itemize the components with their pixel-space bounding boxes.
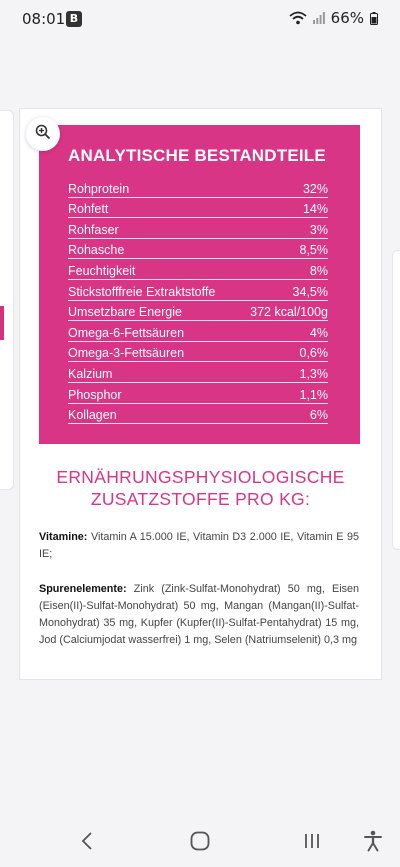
additives-title-line1: ERNÄHRUNGSPHYSIOLOGISCHE <box>56 467 345 487</box>
nutrition-label: Omega-6-Fettsäuren <box>68 325 185 340</box>
home-icon <box>190 831 210 855</box>
back-button[interactable] <box>72 828 102 858</box>
nutrition-row: Kalzium 1,3% <box>68 362 328 383</box>
nutrition-label: Rohasche <box>68 243 125 258</box>
nutrition-label: Umsetzbare Energie <box>68 305 182 320</box>
nutrition-value: 34,5% <box>292 284 328 299</box>
nutrition-row: Rohasche 8,5% <box>68 239 328 260</box>
scroll-hint-divider <box>146 805 246 820</box>
analytical-constituents-title: ANALYTISCHE BESTANDTEILE <box>68 146 326 165</box>
nutrition-value: 4% <box>309 325 328 340</box>
nutrition-value: 0,6% <box>299 346 329 361</box>
nutrition-label: Kalzium <box>68 366 113 381</box>
navigation-bar <box>0 818 400 867</box>
nutrition-row: Rohfett 14% <box>68 198 328 219</box>
nutrition-row: Phosphor 1,1% <box>68 383 328 404</box>
battery-percent: 66% <box>330 9 364 27</box>
vitamins-label: Vitamine: <box>39 531 88 543</box>
battery-icon <box>370 11 378 25</box>
back-icon <box>81 831 93 855</box>
status-bar: 08:01 B 66% <box>0 0 400 40</box>
status-indicators: 66% <box>289 9 378 27</box>
previous-slide-card[interactable] <box>0 110 14 490</box>
signal-icon <box>312 12 325 24</box>
nutrition-label: Rohprotein <box>68 181 130 196</box>
next-slide-card[interactable] <box>392 250 400 550</box>
nutrition-row: Rohfaser 3% <box>68 218 328 239</box>
additives-title-line2: ZUSATZSTOFFE PRO KG: <box>90 489 311 509</box>
nutrition-value: 14% <box>302 202 328 217</box>
trace-elements-paragraph: Spurenelemente: Zink (Zink-Sulfat-Monohy… <box>39 581 359 649</box>
wifi-icon <box>289 11 307 25</box>
nutrition-label: Kollagen <box>68 408 117 423</box>
zoom-button[interactable] <box>26 117 60 151</box>
nutrition-label: Omega-3-Fettsäuren <box>68 346 185 361</box>
trace-elements-label: Spurenelemente: <box>39 583 127 595</box>
nutrition-value: 8% <box>309 263 328 278</box>
nutrition-value: 372 kcal/100g <box>250 305 328 320</box>
additives-title: ERNÄHRUNGSPHYSIOLOGISCHE ZUSATZSTOFFE PR… <box>19 466 382 510</box>
nutrition-row: Umsetzbare Energie 372 kcal/100g <box>68 301 328 322</box>
nutrition-value: 1,1% <box>299 387 329 402</box>
nutrition-label: Rohfett <box>68 202 109 217</box>
nutrition-label: Rohfaser <box>68 222 119 237</box>
zoom-in-icon <box>35 124 51 144</box>
nutrition-value: 1,3% <box>299 366 329 381</box>
nutrition-row: Rohprotein 32% <box>68 177 328 198</box>
nutrition-row: Omega-3-Fettsäuren 0,6% <box>68 342 328 363</box>
nutrition-row: Feuchtigkeit 8% <box>68 259 328 280</box>
analytical-constituents-box: ANALYTISCHE BESTANDTEILE Rohprotein 32% R… <box>39 125 360 444</box>
nutrition-label: Phosphor <box>68 387 122 402</box>
recents-icon <box>303 832 321 854</box>
nutrition-value: 32% <box>302 181 328 196</box>
nutrition-value: 8,5% <box>299 243 329 258</box>
vitamins-text: Vitamin A 15.000 IE, Vitamin D3 2.000 IE… <box>39 531 360 560</box>
nutrition-row: Kollagen 6% <box>68 404 328 425</box>
recents-button[interactable] <box>297 828 327 858</box>
accessibility-button[interactable] <box>358 828 388 858</box>
nutrition-label: Stickstofffreie Extraktstoffe <box>68 284 216 299</box>
nutrition-table: Rohprotein 32% Rohfett 14% Rohfaser 3% Roha… <box>68 177 328 425</box>
previous-slide-accent <box>0 306 4 340</box>
nutrition-label: Feuchtigkeit <box>68 263 136 278</box>
accessibility-icon <box>363 830 383 856</box>
nutrition-value: 6% <box>309 408 328 423</box>
notification-badge-icon: B <box>66 11 82 27</box>
nutrition-row: Omega-6-Fettsäuren 4% <box>68 321 328 342</box>
nutrition-row: Stickstofffreie Extraktstoffe 34,5% <box>68 280 328 301</box>
vitamins-paragraph: Vitamine: Vitamin A 15.000 IE, Vitamin D… <box>39 529 359 563</box>
nutrition-value: 3% <box>309 222 328 237</box>
trace-elements-text: Zink (Zink-Sulfat-Monohydrat) 50 mg, Eis… <box>39 583 359 646</box>
status-time: 08:01 <box>22 10 66 28</box>
home-button[interactable] <box>185 828 215 858</box>
